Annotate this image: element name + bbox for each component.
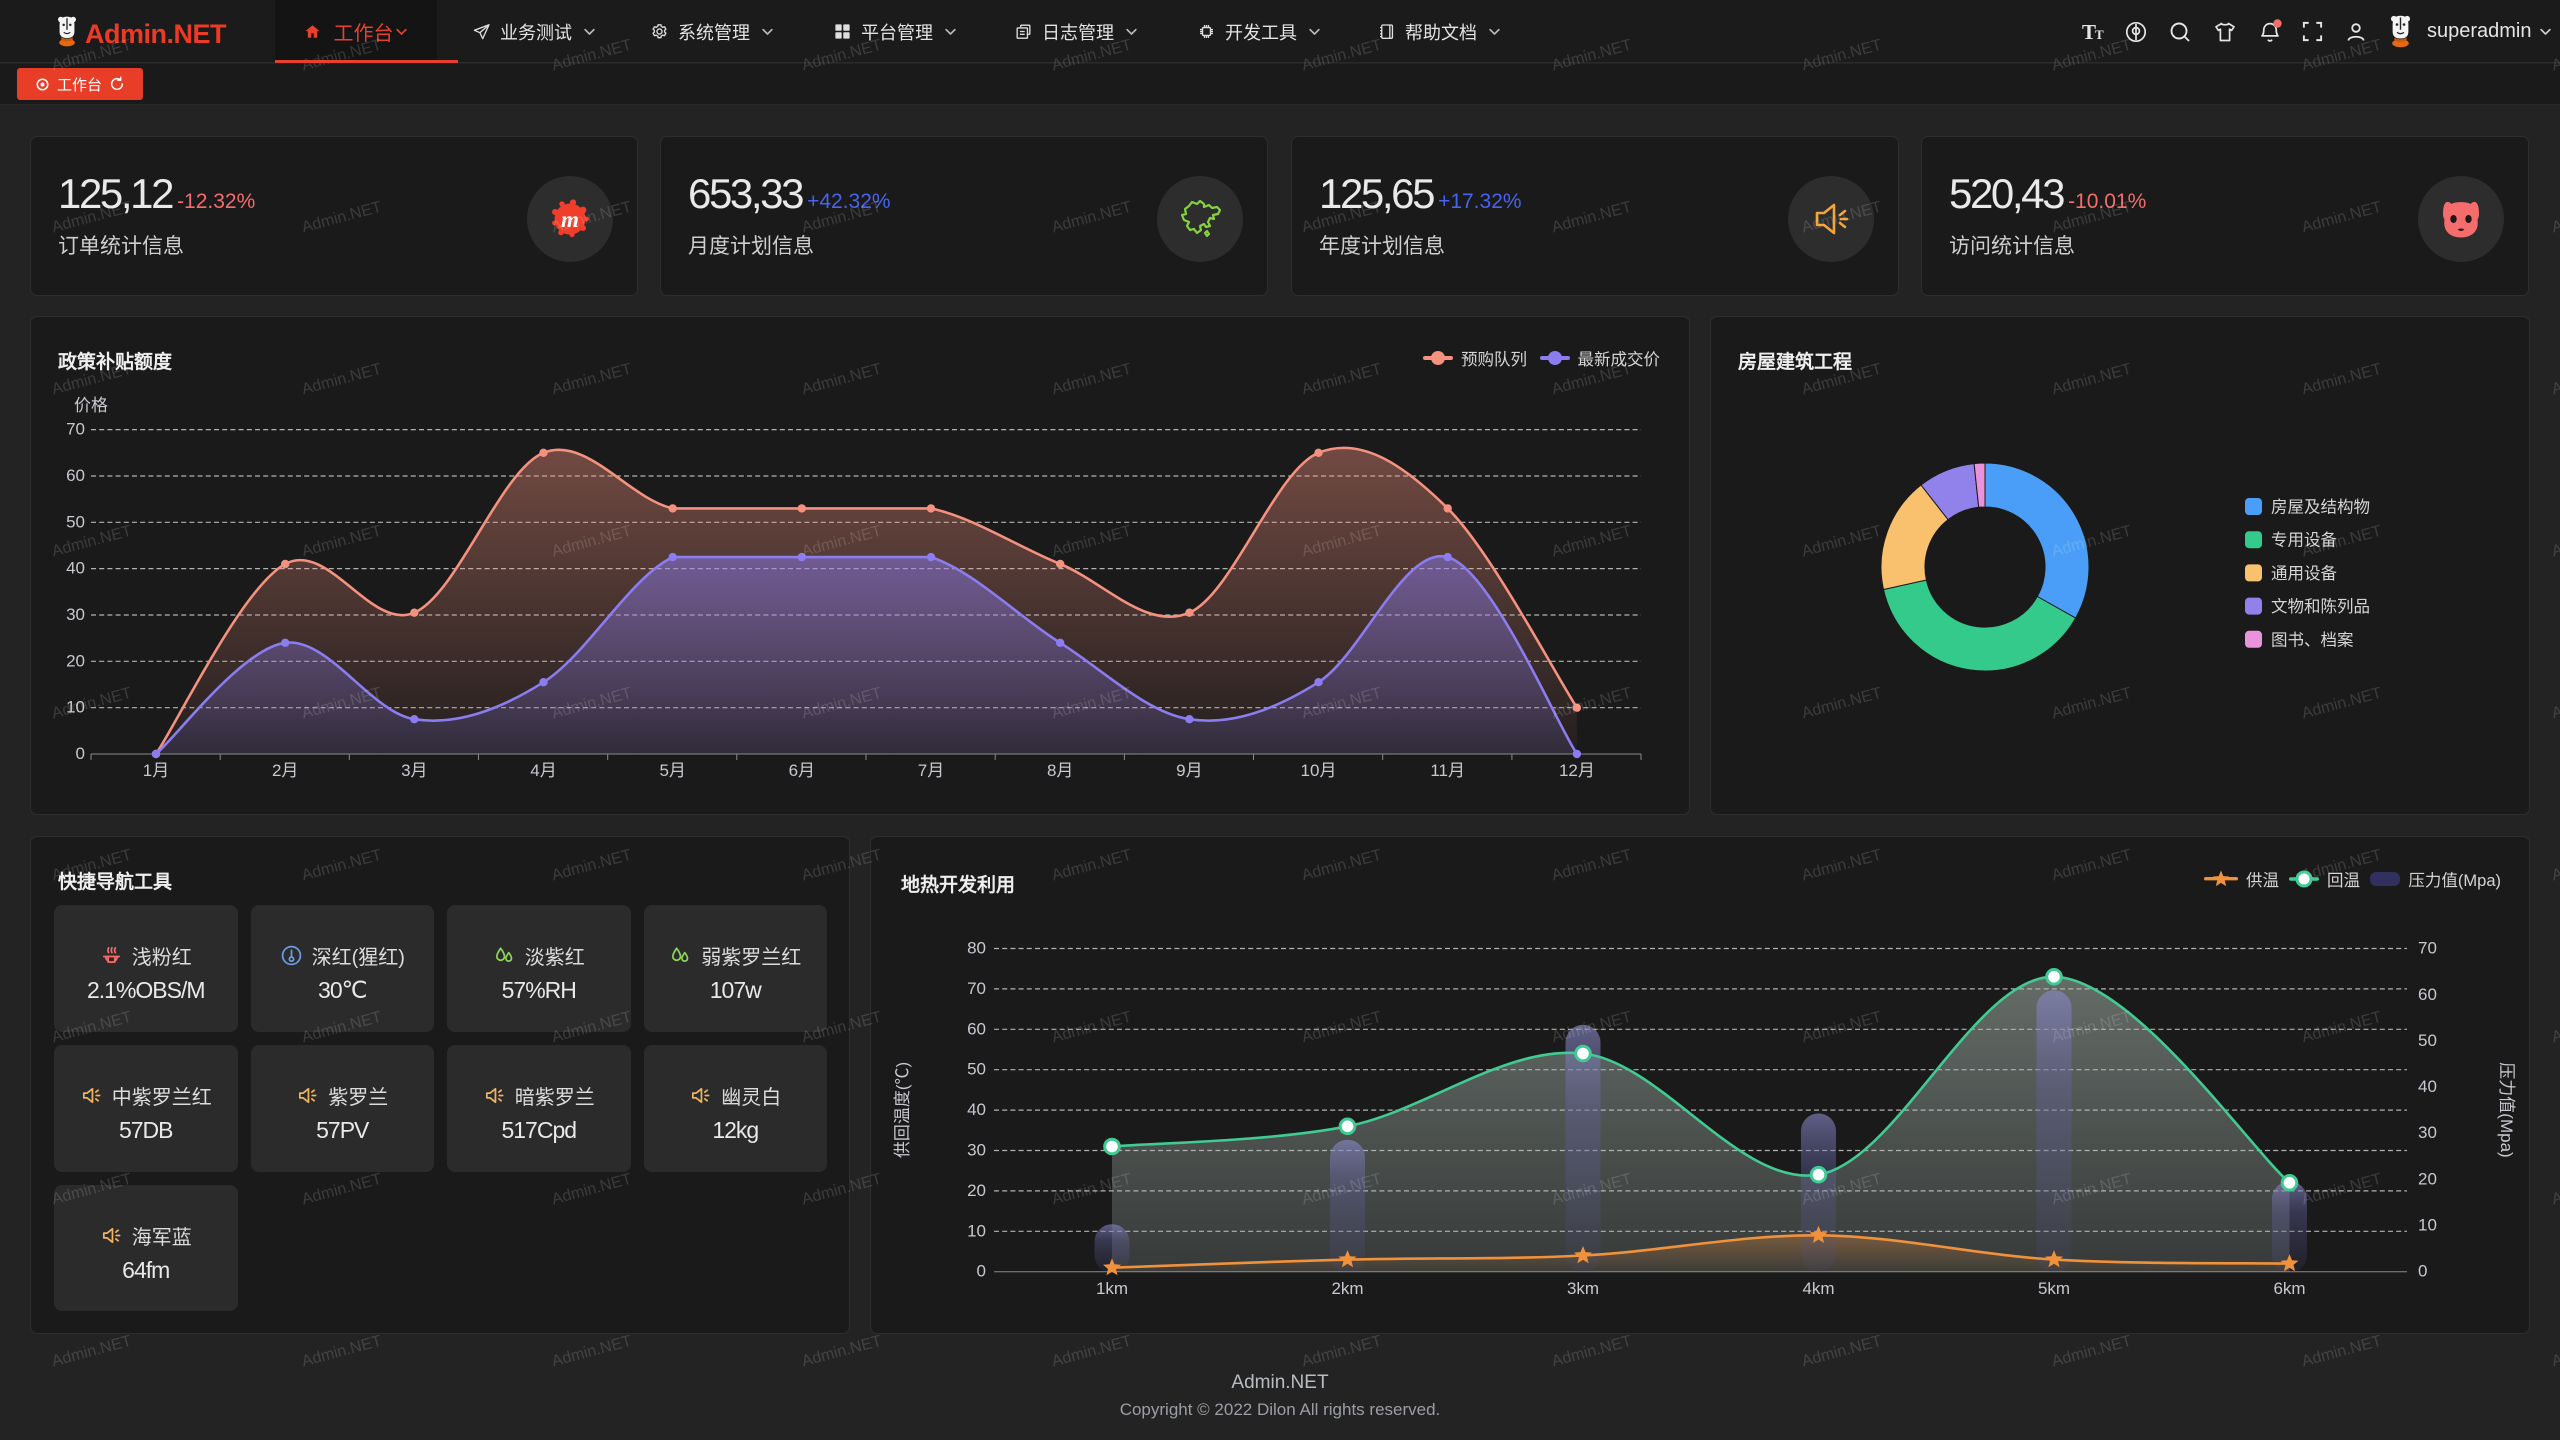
svg-text:2km: 2km — [1331, 1279, 1363, 1298]
svg-text:T: T — [2082, 20, 2096, 44]
svg-text:10: 10 — [967, 1221, 986, 1240]
svg-text:0: 0 — [76, 744, 85, 763]
svg-text:80: 80 — [967, 939, 986, 958]
svg-text:0: 0 — [977, 1262, 986, 1281]
svg-text:9月: 9月 — [1176, 761, 1202, 780]
svg-text:70: 70 — [66, 420, 85, 439]
svg-text:40: 40 — [2418, 1077, 2437, 1096]
svg-text:压力值(Mpa): 压力值(Mpa) — [2497, 1062, 2516, 1157]
svg-text:通用设备: 通用设备 — [2271, 564, 2338, 583]
svg-text:供回温度(℃): 供回温度(℃) — [893, 1062, 912, 1158]
svg-text:3km: 3km — [1567, 1279, 1599, 1298]
svg-text:6km: 6km — [2273, 1279, 2305, 1298]
svg-text:0: 0 — [2418, 1262, 2427, 1281]
svg-text:文物和陈列品: 文物和陈列品 — [2271, 597, 2370, 616]
svg-text:6月: 6月 — [789, 761, 815, 780]
svg-text:50: 50 — [66, 512, 85, 531]
svg-text:20: 20 — [967, 1181, 986, 1200]
svg-text:T: T — [2095, 27, 2104, 42]
svg-text:专用设备: 专用设备 — [2271, 531, 2338, 550]
svg-text:12月: 12月 — [1559, 761, 1595, 780]
svg-text:11月: 11月 — [1430, 761, 1465, 780]
svg-text:30: 30 — [2418, 1123, 2437, 1142]
svg-text:70: 70 — [2418, 939, 2437, 958]
svg-text:60: 60 — [967, 1019, 986, 1038]
svg-text:40: 40 — [66, 559, 85, 578]
svg-text:60: 60 — [2418, 985, 2437, 1004]
svg-text:4km: 4km — [1802, 1279, 1834, 1298]
svg-text:30: 30 — [66, 605, 85, 624]
svg-text:5km: 5km — [2038, 1279, 2070, 1298]
svg-text:2月: 2月 — [272, 761, 298, 780]
svg-text:5月: 5月 — [659, 761, 685, 780]
svg-text:1km: 1km — [1096, 1279, 1128, 1298]
svg-text:8月: 8月 — [1047, 761, 1073, 780]
svg-text:房屋及结构物: 房屋及结构物 — [2271, 498, 2370, 517]
svg-text:m: m — [561, 207, 579, 232]
svg-text:30: 30 — [967, 1141, 986, 1160]
svg-text:20: 20 — [2418, 1169, 2437, 1188]
svg-text:1月: 1月 — [143, 761, 169, 780]
svg-text:10: 10 — [66, 698, 85, 717]
svg-text:4月: 4月 — [530, 761, 556, 780]
svg-text:3月: 3月 — [401, 761, 427, 780]
svg-text:价格: 价格 — [74, 396, 108, 415]
svg-text:20: 20 — [66, 651, 85, 670]
svg-text:40: 40 — [967, 1100, 986, 1119]
svg-text:60: 60 — [66, 466, 85, 485]
svg-text:7月: 7月 — [918, 761, 944, 780]
svg-text:图书、档案: 图书、档案 — [2271, 630, 2354, 649]
svg-text:10: 10 — [2418, 1216, 2437, 1235]
svg-text:70: 70 — [967, 979, 986, 998]
svg-text:50: 50 — [967, 1060, 986, 1079]
svg-text:10月: 10月 — [1301, 761, 1337, 780]
svg-text:50: 50 — [2418, 1031, 2437, 1050]
